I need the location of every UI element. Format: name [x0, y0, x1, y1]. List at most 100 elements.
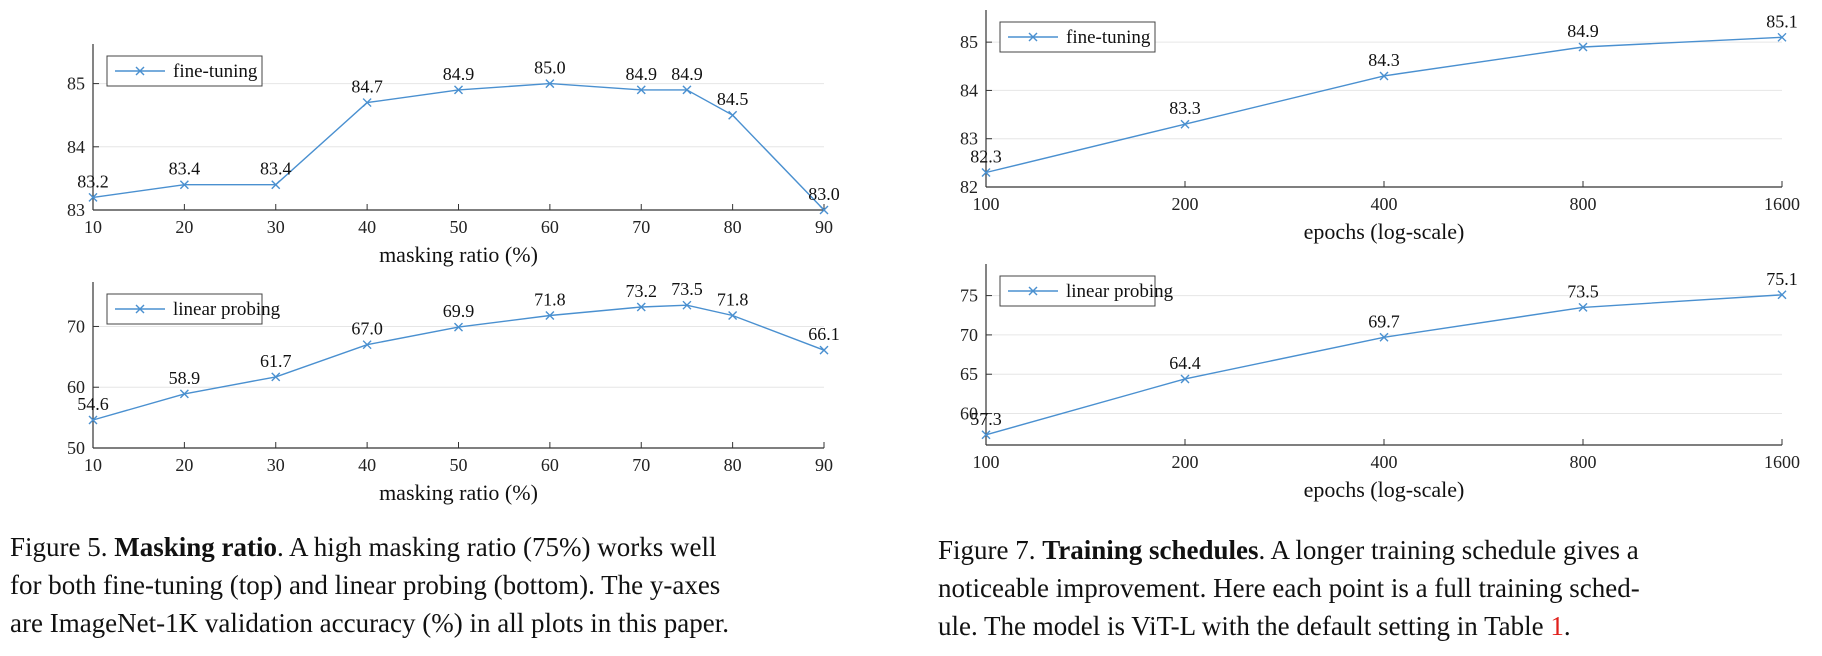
figure-5-line-3: are ImageNet-1K validation accuracy (%) … [10, 608, 729, 638]
data-label: 73.2 [626, 281, 658, 301]
data-label: 85.1 [1766, 11, 1798, 31]
data-point [819, 345, 829, 355]
x-tick-label: 30 [267, 455, 285, 475]
x-tick-label: 90 [815, 455, 833, 475]
figure-7-line-3: ule. The model is ViT-L with the default… [938, 611, 1551, 641]
figure-5-prefix: Figure 5. [10, 532, 108, 562]
data-point [1379, 71, 1389, 81]
x-tick-label: 50 [450, 217, 468, 237]
x-tick-label: 200 [1172, 194, 1199, 214]
data-point [362, 98, 372, 108]
data-point [545, 79, 555, 89]
x-axis-label: masking ratio (%) [379, 242, 538, 267]
chart-fig7-top: 82 83 84 85 100 200 400 800 1600 epochs (log-scal… [960, 10, 1800, 244]
data-point [1180, 119, 1190, 129]
data-label: 73.5 [671, 279, 703, 299]
data-point [88, 192, 98, 202]
data-label: 83.2 [77, 171, 109, 191]
data-point [636, 85, 646, 95]
figure-7-line-3-end: . [1563, 611, 1571, 641]
y-tick-label: 65 [960, 364, 978, 384]
data-label: 82.3 [970, 147, 1002, 167]
table-reference-link[interactable]: 1 [1550, 611, 1564, 641]
x-tick-label: 400 [1371, 452, 1398, 472]
x-tick-label: 70 [632, 455, 650, 475]
x-tick-label: 100 [973, 452, 1000, 472]
data-point [454, 322, 463, 332]
data-label: 84.9 [626, 64, 658, 84]
x-axis-label: epochs (log-scale) [1304, 477, 1465, 502]
data-label: 61.7 [260, 351, 292, 371]
chart-fig7-bottom: 60 65 70 75 100 200 400 800 1600 epochs (log-scal… [960, 264, 1800, 502]
data-label: 84.7 [351, 77, 383, 97]
data-label: 84.9 [671, 64, 703, 84]
y-tick-label: 83 [67, 200, 85, 220]
figure-5-line-1: . A high masking ratio (75%) works well [277, 532, 717, 562]
data-point [1578, 42, 1588, 52]
data-point [636, 302, 646, 312]
figure-5-caption: Figure 5. Masking ratio. A high masking … [10, 528, 900, 642]
x-tick-label: 800 [1570, 194, 1597, 214]
data-label: 71.8 [534, 290, 566, 310]
data-label: 83.4 [260, 159, 292, 179]
data-point [981, 168, 991, 178]
data-point [682, 300, 692, 310]
x-tick-label: 10 [84, 217, 102, 237]
data-point [88, 415, 98, 425]
x-tick-label: 10 [84, 455, 102, 475]
data-label: 69.7 [1368, 311, 1400, 331]
data-label: 57.3 [970, 409, 1002, 429]
x-tick-label: 80 [724, 455, 742, 475]
data-point [179, 389, 189, 399]
data-point [819, 205, 829, 215]
data-label: 84.5 [717, 89, 749, 109]
x-tick-label: 1600 [1764, 194, 1800, 214]
figure-7-line-1: . A longer training schedule gives a [1258, 535, 1639, 565]
series-line [92, 82, 825, 211]
y-tick-label: 75 [960, 286, 978, 306]
figure-7-title: Training schedules [1042, 535, 1259, 565]
data-point [1379, 332, 1389, 342]
data-label: 85.0 [534, 58, 566, 78]
figure-5-line-2: for both fine-tuning (top) and linear pr… [10, 570, 721, 600]
data-label: 83.4 [169, 159, 201, 179]
x-tick-label: 70 [632, 217, 650, 237]
y-tick-label: 70 [67, 316, 85, 336]
data-point [682, 85, 692, 95]
data-label: 75.1 [1766, 269, 1798, 289]
y-tick-label: 60 [67, 377, 85, 397]
data-label: 71.8 [717, 290, 749, 310]
x-tick-label: 20 [175, 455, 193, 475]
figure-7-line-2: noticeable improvement. Here each point … [938, 573, 1640, 603]
data-point [1777, 32, 1787, 42]
x-tick-label: 40 [358, 455, 376, 475]
y-tick-label: 82 [960, 177, 978, 197]
x-tick-label: 100 [973, 194, 1000, 214]
x-tick-label: 50 [450, 455, 468, 475]
x-axis-label: epochs (log-scale) [1304, 219, 1465, 244]
data-label: 84.9 [443, 64, 475, 84]
y-tick-label: 70 [960, 325, 978, 345]
x-tick-label: 800 [1570, 452, 1597, 472]
y-tick-label: 84 [67, 137, 85, 157]
data-point [362, 340, 372, 350]
legend: linear probing [106, 293, 281, 325]
data-point [1777, 290, 1787, 300]
legend-label: linear probing [1066, 281, 1174, 302]
x-tick-label: 200 [1172, 452, 1199, 472]
x-tick-label: 60 [541, 217, 559, 237]
legend: linear probing [999, 275, 1174, 307]
data-point [981, 430, 991, 440]
legend: fine-tuning [106, 55, 263, 87]
data-label: 84.3 [1368, 50, 1400, 70]
data-label: 58.9 [169, 368, 201, 388]
data-label: 83.0 [808, 184, 840, 204]
figure-7-prefix: Figure 7. [938, 535, 1036, 565]
y-tick-label: 50 [67, 438, 85, 458]
series-line [92, 304, 825, 421]
data-label: 66.1 [808, 324, 840, 344]
legend-label: linear probing [173, 299, 281, 320]
data-label: 69.9 [443, 301, 475, 321]
x-axis-label: masking ratio (%) [379, 480, 538, 505]
